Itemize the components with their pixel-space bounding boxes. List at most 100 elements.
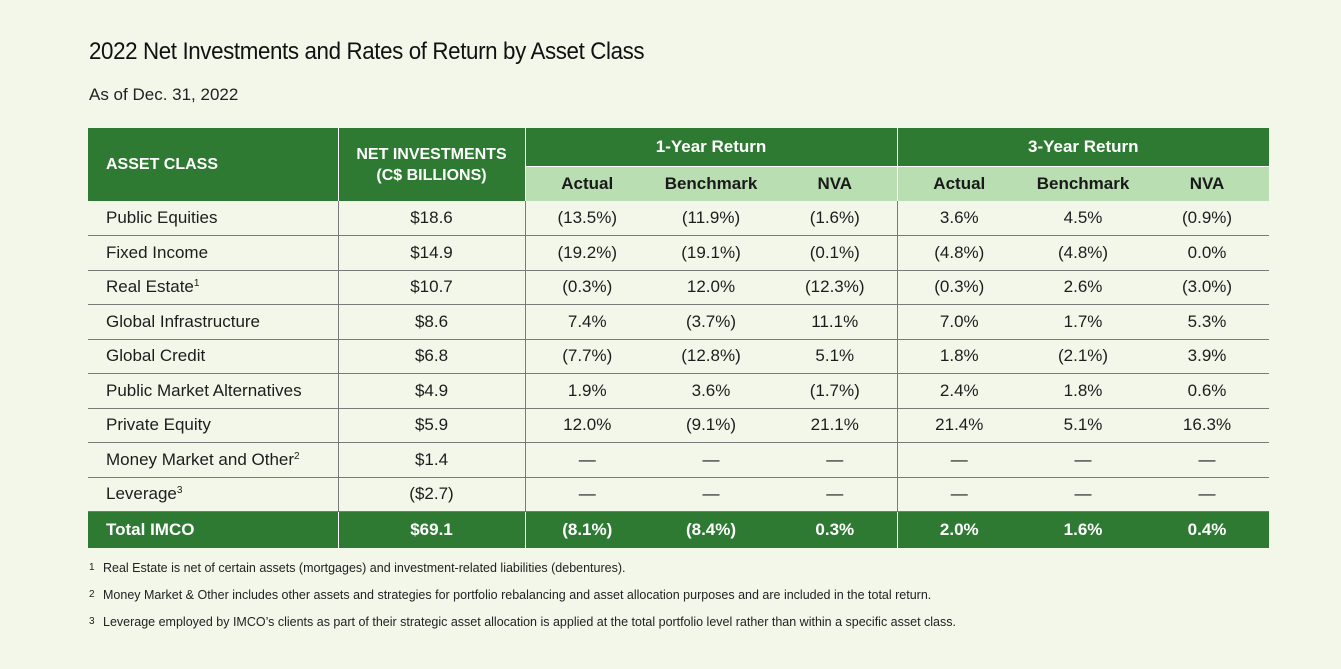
3yr-nva-cell: 0.0% (1145, 235, 1270, 271)
footnote-number: 2 (89, 589, 95, 600)
3yr-nva-cell: (0.9%) (1145, 201, 1270, 236)
3yr-benchmark-cell: 2.6% (1021, 270, 1146, 305)
net-investment-cell: $6.8 (338, 339, 526, 374)
3yr-benchmark-cell: 1.7% (1021, 304, 1146, 340)
returns-table: ASSET CLASS NET INVESTMENTS (C$ BILLIONS… (88, 128, 1270, 548)
3yr-actual-cell: 7.0% (897, 304, 1022, 340)
3yr-benchmark-cell: 1.8% (1021, 373, 1146, 409)
1yr-nva-cell: 21.1% (773, 408, 898, 443)
total-3yr-actual: 2.0% (897, 511, 1022, 548)
table-row: Private Equity $5.9 12.0% (9.1%) 21.1% 2… (88, 408, 1270, 443)
footnote: 2 Money Market & Other includes other ass… (89, 587, 956, 614)
footnotes: 1 Real Estate is net of certain assets (m… (89, 560, 956, 641)
asset-class-cell: Leverage3 (88, 477, 339, 512)
3yr-benchmark-cell: (4.8%) (1021, 235, 1146, 271)
asset-class-cell: Money Market and Other2 (88, 442, 339, 478)
3yr-nva-cell: (3.0%) (1145, 270, 1270, 305)
net-investment-cell: $14.9 (338, 235, 526, 271)
1yr-benchmark-cell: (11.9%) (649, 201, 773, 236)
header-1-year-return: 1-Year Return (525, 128, 898, 167)
3yr-nva-cell: 0.6% (1145, 373, 1270, 409)
3yr-actual-cell: 2.4% (897, 373, 1022, 409)
table-row: Public Equities $18.6 (13.5%) (11.9%) (1… (88, 201, 1270, 236)
total-label: Total IMCO (88, 511, 339, 548)
table-row: Global Infrastructure $8.6 7.4% (3.7%) 1… (88, 304, 1270, 340)
1yr-actual-cell: 1.9% (525, 373, 649, 409)
total-1yr-actual: (8.1%) (525, 511, 649, 548)
asset-class-cell: Global Infrastructure (88, 304, 339, 340)
table-row: Fixed Income $14.9 (19.2%) (19.1%) (0.1%… (88, 235, 1270, 271)
1yr-benchmark-cell: (12.8%) (649, 339, 773, 374)
net-investment-cell: $10.7 (338, 270, 526, 305)
1yr-benchmark-cell: (9.1%) (649, 408, 773, 443)
total-1yr-benchmark: (8.4%) (649, 511, 773, 548)
3yr-benchmark-cell: 4.5% (1021, 201, 1146, 236)
3yr-actual-cell: — (897, 477, 1022, 512)
3yr-actual-cell: — (897, 442, 1022, 478)
3yr-benchmark-cell: — (1021, 442, 1146, 478)
3yr-actual-cell: (4.8%) (897, 235, 1022, 271)
3yr-actual-cell: (0.3%) (897, 270, 1022, 305)
3yr-nva-cell: 5.3% (1145, 304, 1270, 340)
3yr-actual-cell: 3.6% (897, 201, 1022, 236)
1yr-actual-cell: (7.7%) (525, 339, 649, 374)
table-row: Global Credit $6.8 (7.7%) (12.8%) 5.1% 1… (88, 339, 1270, 374)
3yr-nva-cell: — (1145, 477, 1270, 512)
header-1yr-actual: Actual (525, 166, 649, 201)
footnote-marker: 2 (294, 450, 300, 462)
1yr-actual-cell: (0.3%) (525, 270, 649, 305)
1yr-actual-cell: (19.2%) (525, 235, 649, 271)
1yr-actual-cell: 12.0% (525, 408, 649, 443)
footnote: 3 Leverage employed by IMCO’s clients as … (89, 614, 956, 641)
footnote-text: Money Market & Other includes other asse… (103, 588, 932, 602)
header-net-investments: NET INVESTMENTS (C$ BILLIONS) (338, 128, 526, 201)
1yr-nva-cell: — (773, 477, 898, 512)
asset-class-cell: Global Credit (88, 339, 339, 374)
header-3yr-actual: Actual (897, 166, 1022, 201)
asset-class-cell: Private Equity (88, 408, 339, 443)
footnote-number: 1 (89, 562, 95, 573)
table-row: Leverage3 ($2.7) — — — — — — (88, 477, 1270, 512)
3yr-actual-cell: 1.8% (897, 339, 1022, 374)
3yr-nva-cell: 3.9% (1145, 339, 1270, 374)
1yr-nva-cell: (1.7%) (773, 373, 898, 409)
net-investment-cell: $18.6 (338, 201, 526, 236)
1yr-benchmark-cell: 3.6% (649, 373, 773, 409)
3yr-actual-cell: 21.4% (897, 408, 1022, 443)
1yr-nva-cell: 11.1% (773, 304, 898, 340)
1yr-benchmark-cell: — (649, 442, 773, 478)
footnote-marker: 1 (193, 278, 200, 290)
net-investment-cell: $4.9 (338, 373, 526, 409)
header-3yr-nva: NVA (1145, 166, 1270, 201)
asset-class-cell: Public Equities (88, 201, 339, 236)
header-net-investments-line2: (C$ BILLIONS) (376, 166, 487, 184)
total-3yr-nva: 0.4% (1145, 511, 1270, 548)
total-1yr-nva: 0.3% (773, 511, 898, 548)
header-1yr-benchmark: Benchmark (649, 166, 773, 201)
table-row: Money Market and Other2 $1.4 — — — — — — (88, 442, 1270, 478)
1yr-actual-cell: — (525, 442, 649, 478)
1yr-nva-cell: — (773, 442, 898, 478)
1yr-benchmark-cell: (3.7%) (649, 304, 773, 340)
1yr-actual-cell: 7.4% (525, 304, 649, 340)
1yr-actual-cell: (13.5%) (525, 201, 649, 236)
total-net-investment: $69.1 (338, 511, 526, 548)
header-asset-class: ASSET CLASS (88, 128, 339, 201)
asset-class-cell: Real Estate1 (88, 270, 339, 305)
1yr-benchmark-cell: — (649, 477, 773, 512)
3yr-nva-cell: 16.3% (1145, 408, 1270, 443)
asset-class-cell: Fixed Income (88, 235, 339, 271)
net-investment-cell: $8.6 (338, 304, 526, 340)
header-net-investments-line1: NET INVESTMENTS (356, 145, 507, 163)
footnote-marker: 3 (176, 485, 183, 497)
3yr-nva-cell: — (1145, 442, 1270, 478)
asset-class-cell: Public Market Alternatives (88, 373, 339, 409)
footnote-text: Real Estate is net of certain assets (mo… (103, 561, 626, 575)
footnote-number: 3 (89, 616, 95, 627)
header-3-year-return: 3-Year Return (897, 128, 1270, 167)
1yr-benchmark-cell: 12.0% (649, 270, 773, 305)
page-subtitle: As of Dec. 31, 2022 (89, 85, 239, 104)
header-3yr-benchmark: Benchmark (1021, 166, 1146, 201)
net-investment-cell: $5.9 (338, 408, 526, 443)
1yr-nva-cell: (1.6%) (773, 201, 898, 236)
